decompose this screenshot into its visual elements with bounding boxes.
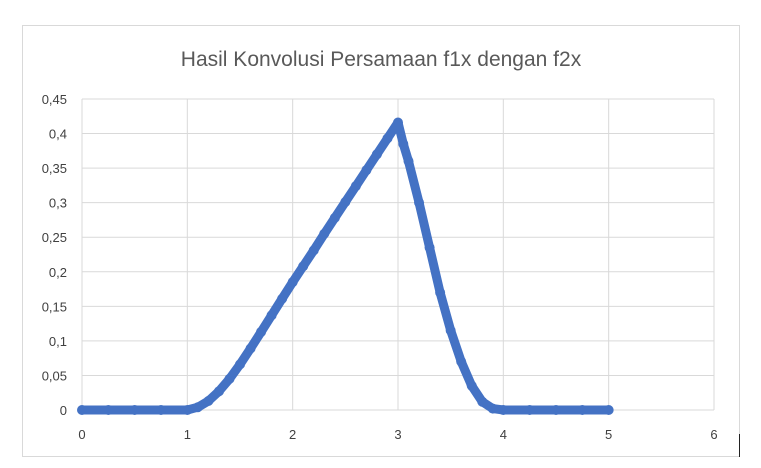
data-point: [329, 212, 340, 223]
data-point: [603, 405, 614, 415]
y-tick-label: 0,05: [42, 368, 67, 383]
data-point: [498, 405, 509, 415]
data-point: [213, 386, 224, 397]
chart-title: Hasil Konvolusi Persamaan f1x dengan f2x: [181, 48, 582, 71]
data-point: [224, 373, 235, 384]
data-series: [77, 117, 614, 415]
x-tick-label: 0: [78, 427, 85, 442]
data-point: [308, 245, 319, 256]
data-point: [245, 343, 256, 354]
y-tick-label: 0,1: [49, 334, 67, 349]
y-tick-label: 0,3: [49, 196, 67, 211]
y-tick-label: 0,35: [42, 161, 67, 176]
data-point: [129, 405, 140, 415]
data-point: [277, 293, 288, 304]
chart-frame: [22, 25, 740, 457]
data-point: [256, 326, 267, 337]
data-point: [203, 396, 214, 407]
text-cursor-mark: [739, 434, 740, 457]
data-point: [371, 149, 382, 160]
data-point: [551, 405, 561, 415]
x-axis-tick-labels: 0 1 2 3 4 5 6: [78, 427, 717, 442]
data-point: [182, 405, 193, 415]
y-axis-tick-labels: 0 0,05 0,1 0,15 0,2 0,25 0,3 0,35 0,4 0,45: [42, 92, 67, 418]
data-point: [103, 405, 114, 415]
data-point: [577, 405, 588, 415]
data-point: [340, 196, 351, 207]
data-point: [382, 133, 393, 144]
data-point: [192, 402, 203, 413]
data-point: [393, 117, 403, 128]
data-point: [319, 228, 330, 239]
y-tick-label: 0: [60, 403, 67, 418]
data-point: [350, 181, 361, 192]
data-point: [298, 261, 309, 272]
series-line: [77, 118, 614, 415]
x-tick-label: 5: [605, 427, 612, 442]
data-point: [477, 396, 488, 407]
y-tick-label: 0,45: [42, 92, 67, 107]
data-point: [403, 156, 414, 167]
data-point: [466, 380, 477, 391]
x-tick-label: 3: [394, 427, 401, 442]
data-point: [435, 287, 446, 298]
x-tick-label: 2: [289, 427, 296, 442]
data-point: [524, 405, 535, 415]
x-tick-label: 4: [500, 427, 507, 442]
y-tick-label: 0,15: [42, 299, 67, 314]
data-point: [414, 197, 425, 208]
grid-lines: [81, 98, 715, 411]
x-tick-label: 1: [184, 427, 191, 442]
y-tick-label: 0,4: [49, 127, 67, 142]
data-point: [424, 242, 435, 253]
data-point: [235, 359, 245, 370]
y-tick-label: 0,25: [42, 230, 67, 245]
data-point: [77, 405, 87, 415]
x-tick-label: 6: [710, 427, 717, 442]
data-point: [156, 405, 166, 415]
data-point: [487, 403, 498, 414]
data-point: [398, 138, 409, 149]
data-point: [361, 165, 372, 176]
data-point: [287, 277, 298, 288]
data-point: [456, 356, 467, 367]
y-tick-label: 0,2: [49, 265, 67, 280]
data-point: [445, 325, 456, 336]
data-point: [266, 310, 277, 321]
